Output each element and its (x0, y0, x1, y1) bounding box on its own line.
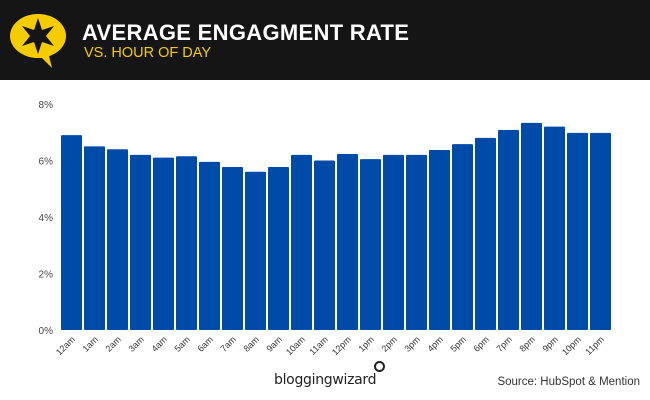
x-tick-label: 6am (195, 334, 214, 353)
y-tick-label: 2% (39, 270, 54, 281)
bar-2pm (383, 154, 404, 330)
bar-10pm (567, 132, 588, 330)
x-tick-label: 1am (80, 334, 99, 353)
bar-12am (61, 135, 82, 330)
bar-6pm (475, 137, 496, 330)
x-tick-label: 11pm (583, 334, 606, 357)
bar-11pm (590, 132, 611, 330)
bar-chart: 0% 2% 4% 6% 8% 12am 1am 2am 3am 4am 5am 6am 7am 8am 9a… (39, 100, 611, 357)
x-tick-label: 1pm (356, 334, 375, 353)
bar-11am (314, 160, 335, 330)
bar-8am (245, 171, 266, 330)
bar-10am (291, 154, 312, 330)
bar-4pm (429, 150, 450, 330)
x-tick-label: 7am (218, 334, 237, 353)
source-note: Source: HubSpot & Mention (497, 376, 640, 388)
x-tick-label: 9pm (540, 334, 559, 353)
bar-4am (153, 157, 174, 330)
bar-9pm (544, 126, 565, 330)
bar-1pm (360, 159, 381, 330)
bloggingwizard-logo: bloggingwizard (274, 361, 387, 388)
bar-6am (199, 161, 220, 330)
x-tick-label: 9am (264, 334, 283, 353)
x-tick-label: 3am (126, 334, 145, 353)
bar-9am (268, 166, 289, 330)
chart-subtitle: VS. HOUR OF DAY (84, 45, 212, 61)
bar-7pm (498, 129, 519, 330)
x-tick-label: 10am (284, 334, 307, 357)
x-tick-label: 4pm (425, 334, 444, 353)
x-tick-label: 5pm (448, 334, 467, 353)
wizard-dot-icon (374, 361, 386, 372)
y-tick-label: 0% (39, 326, 54, 337)
bar-12pm (337, 154, 358, 330)
x-tick-label: 12pm (330, 334, 353, 357)
x-tick-label: 3pm (402, 334, 421, 353)
y-tick-label: 4% (39, 213, 54, 224)
x-tick-label: 10pm (560, 334, 583, 357)
x-tick-label: 2pm (379, 334, 398, 353)
x-tick-label: 2am (103, 334, 122, 353)
brand-text: bloggingwizard (274, 372, 377, 388)
chart-title: AVERAGE ENGAGMENT RATE (82, 20, 410, 45)
bar-5pm (452, 144, 473, 330)
x-tick-label: 12am (54, 334, 77, 357)
y-tick-label: 8% (39, 100, 54, 111)
bar-2am (107, 149, 128, 330)
bar-7am (222, 166, 243, 330)
bar-8pm (521, 122, 542, 330)
x-tick-label: 5am (172, 334, 191, 353)
x-tick-label: 8pm (517, 334, 536, 353)
bar-5am (176, 156, 197, 330)
header-banner: AVERAGE ENGAGMENT RATE VS. HOUR OF DAY (0, 0, 650, 80)
x-tick-label: 6pm (471, 334, 490, 353)
bar-3am (130, 154, 151, 330)
x-tick-label: 11am (307, 334, 330, 357)
bar-3pm (406, 154, 427, 330)
star-speech-bubble-icon (10, 14, 66, 68)
x-tick-label: 4am (149, 334, 168, 353)
x-tick-label: 8am (241, 334, 260, 353)
y-tick-label: 6% (39, 157, 54, 168)
x-tick-label: 7pm (494, 334, 513, 353)
bar-1am (84, 146, 105, 330)
